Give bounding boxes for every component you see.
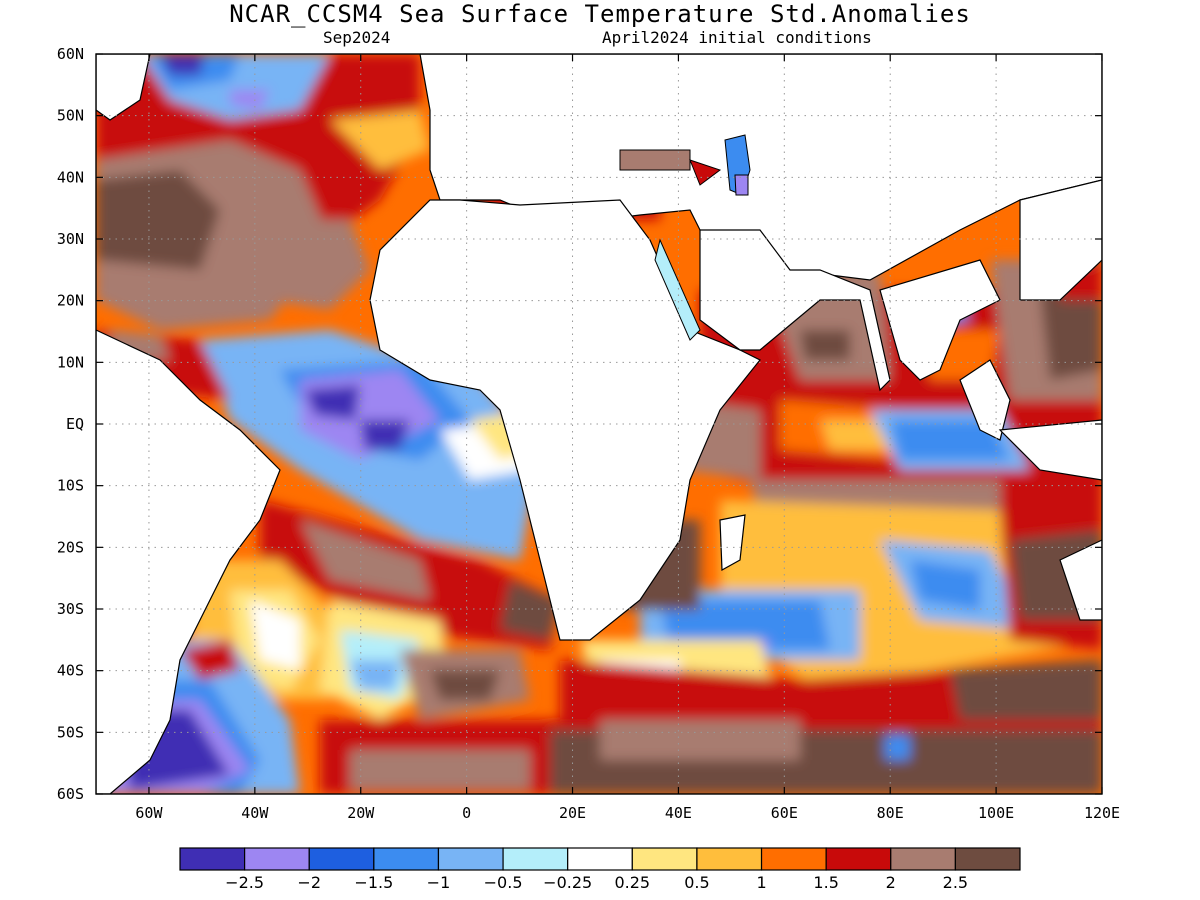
colorbar-swatch [954,847,1021,871]
colorbar-swatch [696,847,763,871]
colorbar-swatch [437,847,504,871]
colorbar-label: 0.25 [614,873,650,892]
colorbar-swatch [179,847,246,871]
colorbar-swatch [631,847,698,871]
colorbar-label: 0.5 [684,873,709,892]
lon-label: 80E [877,804,904,822]
colorbar-label: 1.5 [813,873,838,892]
colorbar-label: −2.5 [225,873,264,892]
lon-label: 60W [135,804,163,822]
colorbar: −2.5 −2 −1.5 −1 −0.5 −0.25 0.25 0.5 1 1.5 2 2.5 [179,847,1021,892]
colorbar-label: 1 [756,873,766,892]
lat-label: 10N [57,353,84,371]
colorbar-label: 2.5 [943,873,968,892]
lon-label: 0 [462,804,471,822]
lat-label: 40N [57,168,84,186]
lon-label: 100E [978,804,1014,822]
initial-conditions: April2024 initial conditions [602,28,872,47]
lon-label: 20E [559,804,586,822]
lat-label: 40S [57,662,84,680]
lat-label: 50N [57,107,84,125]
colorbar-label: −2 [297,873,321,892]
lat-label: EQ [66,415,84,433]
colorbar-swatch [373,847,440,871]
forecast-month: Sep2024 [323,28,391,47]
colorbar-swatch [890,847,956,871]
lat-label: 30S [57,600,84,618]
lat-label: 10S [57,477,84,495]
lat-label: 50S [57,723,84,741]
anomaly-field [96,54,1102,794]
lon-label: 40E [665,804,692,822]
lat-label: 30N [57,230,84,248]
colorbar-label: −1.5 [354,873,393,892]
lat-label: 60S [57,785,84,803]
lat-label: 20N [57,292,84,310]
lat-label: 60N [57,45,84,63]
lon-label: 20W [347,804,375,822]
inland-seas [619,134,751,341]
axis-ticks: 60W 40W 20W 0 20E 40E 60E 80E 100E 120E 60N 50N 40N 3… [57,45,1120,822]
colorbar-swatch [244,847,310,871]
colorbar-swatch [502,847,569,871]
lat-label: 20S [57,538,84,556]
lon-label: 60E [771,804,798,822]
colorbar-label: −0.5 [484,873,523,892]
land [96,54,1102,794]
colorbar-swatch [760,847,827,871]
chart-title: NCAR_CCSM4 Sea Surface Temperature Std.A… [229,0,971,28]
colorbar-swatch [308,847,375,871]
colorbar-label: 2 [886,873,896,892]
colorbar-label: −1 [427,873,451,892]
colorbar-label: −0.25 [543,873,592,892]
lon-label: 40W [241,804,269,822]
colorbar-swatch [825,847,892,871]
colorbar-swatch [567,847,633,871]
lon-label: 120E [1084,804,1120,822]
